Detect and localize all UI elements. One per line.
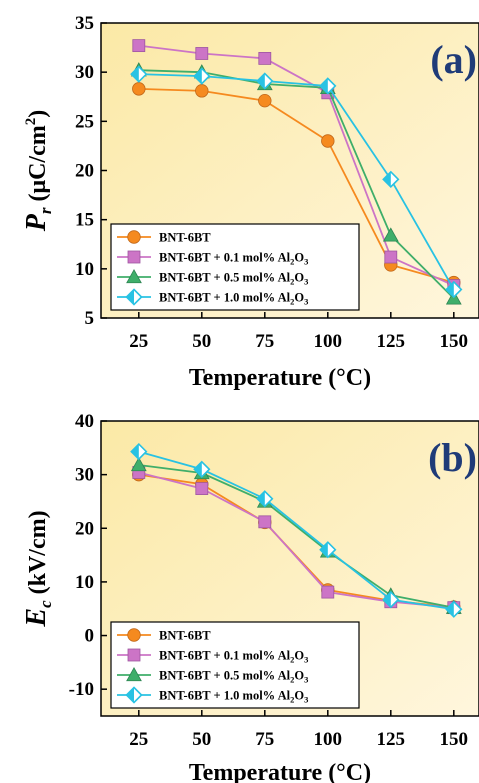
y-tick-label: 35 [75,13,94,34]
legend: BNT-6BT BNT-6BT + 0.1 mol% Al2O3 BNT-6BT +… [110,621,360,709]
y-tick-label: 30 [75,62,94,83]
y-tick-label: 10 [75,572,94,593]
legend-label: BNT-6BT + 0.5 mol% Al2O3 [159,669,308,685]
data-point [321,134,335,148]
legend-label: BNT-6BT + 0.1 mol% Al2O3 [159,251,308,267]
x-tick-label: 125 [377,729,406,750]
legend: BNT-6BT BNT-6BT + 0.1 mol% Al2O3 BNT-6BT +… [110,223,360,311]
chart-panel-b: (b) 25 50 75 100 125 150 -10 0 10 20 30 40 Temperatur… [21,411,479,783]
data-point [195,84,209,98]
legend-marker [127,250,141,264]
data-point [319,77,337,95]
x-tick-label: 100 [314,331,343,352]
data-point [382,227,399,242]
data-point [195,47,209,60]
x-tick-label: 150 [440,729,469,750]
series-line [138,450,454,611]
series-line [138,69,455,299]
y-tick-label: 5 [85,308,95,329]
legend-label: BNT-6BT + 0.1 mol% Al2O3 [159,649,308,665]
series-line [138,471,454,609]
data-point [195,482,209,495]
data-point [193,67,211,85]
legend-label: BNT-6BT + 1.0 mol% Al2O3 [159,291,308,307]
data-point [382,170,400,188]
y-axis-title: Pr (μC/cm2) [21,110,55,232]
legend-label: BNT-6BT + 1.0 mol% Al2O3 [159,689,308,705]
series-3 [130,65,463,299]
y-tick-label: 0 [85,626,95,647]
y-tick-label: 10 [75,259,94,280]
data-point [258,515,272,529]
legend-label: BNT-6BT [159,629,211,643]
legend-marker [126,268,142,284]
data-point [445,280,463,299]
data-point [130,65,148,83]
data-point [193,460,211,478]
data-point [132,82,146,96]
data-point [258,93,272,108]
data-point [319,541,337,559]
legend-box [110,223,360,311]
series-line [138,73,455,290]
legend-label: BNT-6BT + 0.5 mol% Al2O3 [159,271,308,287]
x-tick-label: 50 [192,331,211,352]
data-point [258,52,272,65]
x-tick-label: 125 [377,331,406,352]
y-tick-label: 40 [75,411,94,432]
legend-box [110,621,360,709]
series-line [138,87,455,284]
y-tick-label: 25 [75,111,94,132]
x-tick-label: 75 [255,331,274,352]
x-tick-label: 150 [440,331,469,352]
x-tick-label: 25 [129,331,148,352]
series-3 [130,442,463,618]
data-point [256,72,274,90]
panel-label: (a) [430,37,477,82]
x-axis-title: Temperature (°C) [189,760,371,783]
data-point [382,590,400,609]
legend-marker [127,648,141,662]
x-axis-title: Temperature (°C) [189,365,371,391]
data-point [130,456,147,472]
legend-marker [127,628,141,642]
y-axis-title: Ec (kV/cm) [21,510,55,627]
data-point [445,600,463,618]
series-line [138,464,454,609]
chart-panel-a: (a) 25 50 75 100 125 150 5 10 15 20 25 30 35 Temperatu… [21,13,479,391]
x-tick-label: 100 [314,729,343,750]
legend-label: BNT-6BT [159,231,211,245]
y-tick-label: 20 [75,518,94,539]
legend-marker [125,288,143,306]
y-tick-label: 20 [75,161,94,182]
x-tick-label: 50 [192,729,211,750]
data-point [384,250,398,264]
data-point [132,39,146,53]
series-line [138,44,455,287]
legend-marker [125,686,143,704]
x-tick-label: 75 [255,729,274,750]
legend-marker [127,230,141,244]
y-tick-label: 15 [75,210,94,231]
data-point [256,490,274,508]
x-tick-label: 25 [129,729,148,750]
y-tick-label: -10 [69,679,94,700]
data-point [130,442,148,461]
y-tick-label: 30 [75,465,94,486]
data-point [321,585,335,599]
panel-label: (b) [428,435,477,480]
legend-marker [126,666,142,682]
